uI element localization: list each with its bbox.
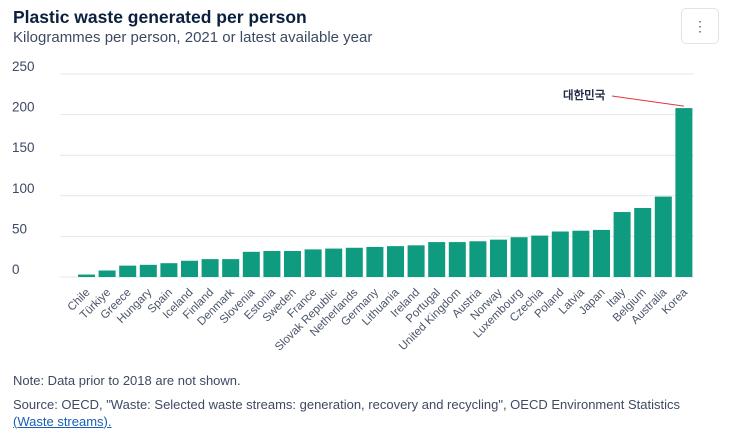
bar: [201, 259, 219, 277]
annotation-line: [611, 95, 684, 107]
bar: [654, 196, 672, 277]
chart-note: Note: Data prior to 2018 are not shown.: [13, 373, 241, 388]
y-tick-label: 200: [12, 100, 35, 115]
bar: [304, 249, 322, 277]
y-tick-label: 250: [12, 59, 35, 74]
bar: [551, 231, 569, 277]
bar: [387, 246, 404, 277]
bar: [119, 265, 137, 277]
bar: [428, 242, 446, 277]
bar: [325, 248, 343, 277]
chart-menu-button[interactable]: ⋮: [681, 8, 719, 44]
bar: [242, 251, 260, 277]
y-tick-label: 0: [12, 262, 20, 277]
bar: [98, 270, 116, 277]
source-link[interactable]: (Waste streams).: [13, 414, 112, 429]
bar: [345, 247, 363, 277]
source-text: Source: OECD, "Waste: Selected waste str…: [13, 397, 680, 412]
bar: [613, 212, 631, 277]
bar: [675, 108, 693, 277]
bar: [407, 245, 425, 277]
y-tick-label: 100: [12, 181, 35, 196]
bar: [634, 207, 652, 277]
bar: [448, 242, 466, 277]
bar: [469, 241, 487, 277]
source-link-label: Waste streams: [17, 414, 104, 429]
bar: [593, 229, 610, 277]
chart-subtitle: Kilogrammes per person, 2021 or latest a…: [13, 29, 373, 46]
bar: [366, 246, 384, 277]
bar: [490, 239, 507, 277]
bar: [78, 274, 95, 277]
kebab-menu-icon: ⋮: [693, 17, 707, 34]
bar: [222, 259, 240, 277]
bar: [139, 264, 157, 277]
bar: [531, 235, 549, 277]
y-tick-label: 50: [12, 221, 27, 236]
chart-title: Plastic waste generated per person: [13, 7, 307, 27]
bar: [181, 260, 198, 277]
chart-source: Source: OECD, "Waste: Selected waste str…: [13, 396, 723, 430]
bar: [284, 251, 301, 277]
bar: [572, 230, 590, 277]
bar: [510, 237, 528, 277]
bar-chart: 050100150200250ChileTürkiyeGreeceHungary…: [12, 59, 694, 353]
bar: [160, 263, 178, 277]
y-tick-label: 150: [12, 140, 35, 155]
bar: [263, 251, 281, 277]
annotation-label: 대한민국: [563, 88, 606, 102]
